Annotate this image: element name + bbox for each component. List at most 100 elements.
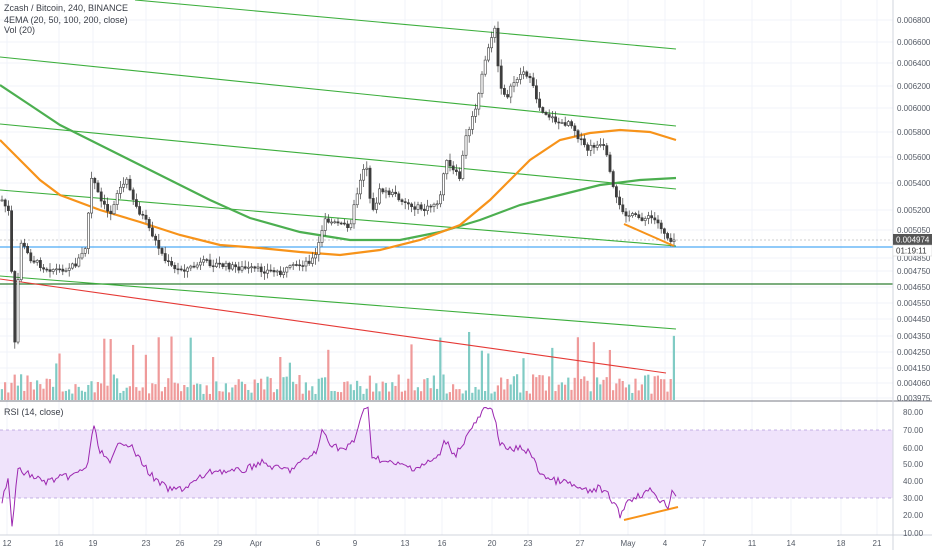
volume-bar	[39, 384, 42, 400]
candle-body	[646, 215, 650, 219]
volume-bar	[84, 391, 87, 400]
volume-bar	[381, 381, 384, 400]
candle-body	[192, 265, 196, 268]
candle-body	[435, 203, 439, 206]
channel-line-3	[0, 123, 677, 190]
candle-body	[74, 263, 78, 267]
price-tick-label: 0.004150	[897, 364, 931, 373]
candle-body	[490, 37, 494, 49]
volume-bar	[416, 387, 419, 400]
candle-body	[157, 239, 161, 249]
volume-bar	[122, 390, 125, 400]
candle-body	[51, 269, 55, 272]
candle-body	[202, 259, 206, 263]
price-tick-label: 0.006400	[897, 59, 931, 68]
volume-bar	[218, 391, 221, 400]
price-axis[interactable]: 0.006800 0.006600 0.006400 0.006200 0.006000…	[897, 16, 931, 403]
price-tick-label: 0.005050	[897, 226, 931, 235]
time-axis[interactable]: 12 16 19 23 26 29 Apr 6 9 13 16 20 23 27 May 4 7 11 14 18 21	[3, 539, 882, 548]
volume-bar	[672, 335, 675, 400]
volume-bar	[480, 350, 483, 400]
volume-bar	[71, 393, 74, 400]
time-tick-label: 14	[787, 539, 796, 548]
volume-bar	[452, 384, 455, 400]
volume-bar	[413, 390, 416, 400]
candle-body	[630, 213, 634, 216]
candle-body	[394, 191, 398, 195]
volume-bar	[528, 393, 531, 400]
candle-body	[221, 263, 225, 267]
candle-body	[179, 268, 183, 271]
candle-body	[333, 221, 337, 224]
channel-line-1	[134, 0, 677, 50]
rsi-tick-label: 40.00	[903, 477, 924, 486]
candle-body	[528, 76, 532, 79]
volume-bar	[596, 377, 599, 400]
volume-bar	[269, 378, 272, 400]
volume-bar	[0, 389, 4, 400]
volume-bar	[160, 391, 163, 400]
volume-bar	[279, 356, 282, 400]
volume-bar	[576, 337, 579, 400]
price-tick-label: 0.003975	[897, 394, 931, 403]
candle-body	[13, 271, 17, 343]
volume-bar	[484, 391, 487, 400]
volume-bar	[256, 383, 259, 400]
volume-bar	[301, 393, 304, 400]
volume-bar	[666, 391, 669, 400]
candle-body	[346, 223, 350, 229]
candle-body	[445, 160, 449, 175]
volume-bar	[295, 384, 298, 400]
candle-body	[390, 191, 394, 195]
volume-bar	[151, 383, 154, 400]
candle-body	[432, 203, 436, 207]
ema-legend[interactable]: 4EMA (20, 50, 100, 200, close)	[4, 15, 128, 25]
volume-bar	[420, 391, 423, 400]
volume-bar	[80, 390, 83, 400]
volume-bar	[532, 374, 535, 400]
volume-bar	[250, 392, 253, 400]
candle-body	[54, 268, 58, 271]
volume-bar	[52, 386, 55, 400]
volume-legend[interactable]: Vol (20)	[4, 25, 36, 35]
time-tick-label: 11	[748, 539, 757, 548]
rsi-tick-label: 60.00	[903, 444, 924, 453]
volume-bar	[592, 342, 595, 400]
candle-body	[650, 215, 654, 219]
rsi-axis[interactable]: 80.00 70.00 60.00 50.00 40.00 30.00 20.00 10.00	[903, 408, 924, 538]
candle-body	[208, 259, 212, 267]
volume-bar	[48, 379, 51, 400]
volume-bar	[55, 363, 58, 400]
time-tick-label: 7	[702, 539, 707, 548]
candle-body	[285, 267, 289, 273]
volume-bar	[13, 374, 16, 400]
volume-bar	[490, 393, 493, 400]
volume-bar	[304, 382, 307, 400]
channel-lines[interactable]	[0, 0, 677, 374]
candle-body	[339, 222, 343, 225]
candle-body	[662, 228, 666, 234]
candle-body	[183, 269, 186, 272]
volume-bar	[394, 385, 397, 400]
volume-bar	[164, 386, 167, 400]
candle-body	[48, 269, 52, 272]
candle-body	[256, 266, 260, 269]
rsi-divergence-line[interactable]	[623, 506, 679, 521]
volume-bar	[644, 375, 647, 400]
symbol-legend[interactable]: Zcash / Bitcoin, 240, BINANCE	[4, 3, 129, 13]
price-divergence-line[interactable]	[623, 223, 675, 247]
volume-bar	[631, 392, 634, 400]
volume-bar	[397, 374, 400, 400]
rsi-legend[interactable]: RSI (14, close)	[4, 407, 64, 417]
candle-body	[643, 218, 647, 221]
price-candles	[0, 21, 676, 349]
volume-bar	[167, 378, 170, 400]
volume-bar	[647, 374, 650, 400]
candle-body	[400, 199, 404, 202]
candle-body	[595, 144, 599, 148]
time-tick-label: 23	[524, 539, 533, 548]
volume-bar	[266, 376, 269, 400]
candle-body	[38, 260, 42, 268]
candle-body	[672, 239, 676, 242]
